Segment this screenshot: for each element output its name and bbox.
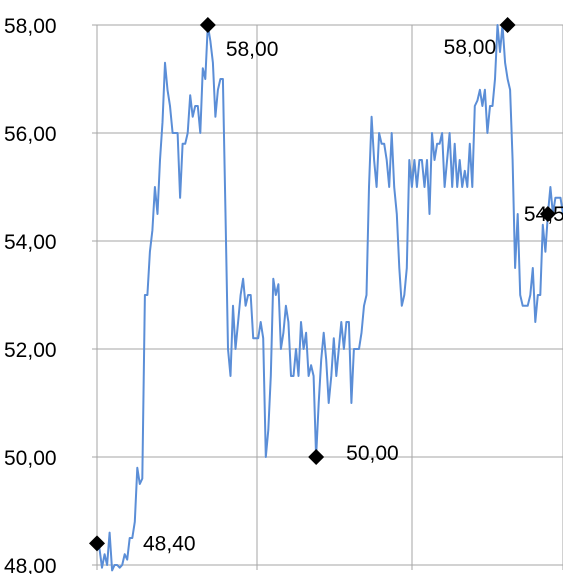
- data-label: 50,00: [346, 442, 399, 465]
- y-tick-label: 50,00: [4, 447, 57, 470]
- annotation-marker: [89, 535, 105, 552]
- y-tick-label: 56,00: [4, 123, 57, 146]
- annotation-marker: [199, 17, 216, 33]
- y-tick-label: 52,00: [4, 339, 57, 362]
- y-tick-label: 58,00: [4, 15, 57, 38]
- data-label: 48,40: [143, 532, 196, 555]
- annotation-marker: [499, 17, 516, 33]
- series-line: [96, 24, 563, 572]
- annotation-marker: [539, 206, 556, 222]
- y-tick-label: 54,00: [4, 231, 57, 254]
- data-label: 58,00: [226, 38, 279, 61]
- data-label: 58,00: [444, 36, 497, 59]
- gridlines: [92, 24, 563, 570]
- y-axis-tick-labels: 48,00 50,00 52,00 54,00 56,00 58,00: [4, 15, 57, 574]
- annotation-markers: [89, 17, 556, 552]
- annotation-marker: [308, 449, 325, 465]
- y-tick-label: 48,00: [4, 555, 57, 574]
- data-labels: 48,40 58,00 50,00 58,00 54,50: [143, 36, 563, 555]
- data-label: 54,50: [524, 203, 563, 226]
